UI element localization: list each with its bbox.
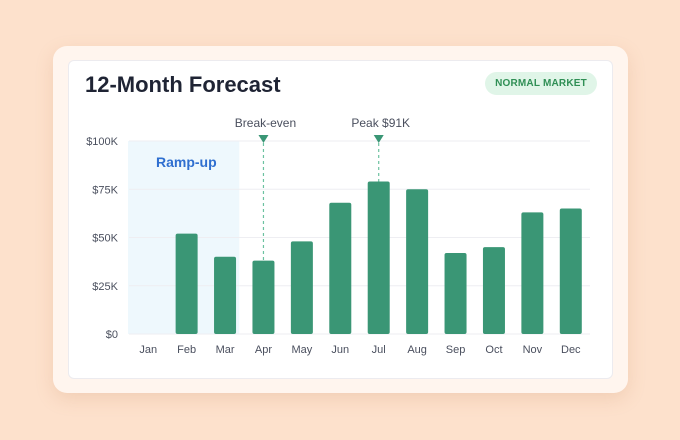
x-tick-label: Dec xyxy=(561,344,581,356)
market-status-badge: NORMAL MARKET xyxy=(485,72,597,95)
ramp-up-label: Ramp-up xyxy=(156,154,217,170)
bar-jul xyxy=(367,181,390,334)
x-tick-label: Jun xyxy=(331,344,349,356)
annotation-label: Peak $91K xyxy=(351,116,410,130)
bar-apr xyxy=(252,260,275,334)
x-tick-label: Aug xyxy=(407,344,427,356)
annotation-marker-icon xyxy=(373,135,384,143)
y-tick-label: $100K xyxy=(86,136,118,148)
annotation-label: Break-even xyxy=(235,116,296,130)
bar-nov xyxy=(521,212,544,334)
y-tick-label: $0 xyxy=(106,329,118,341)
bar-may xyxy=(290,241,313,334)
x-tick-label: Jul xyxy=(372,344,386,356)
x-tick-label: Feb xyxy=(177,344,196,356)
bar-jun xyxy=(329,202,352,334)
x-tick-label: Mar xyxy=(216,344,235,356)
chart-title: 12-Month Forecast xyxy=(85,72,281,97)
x-tick-label: Nov xyxy=(523,344,543,356)
x-tick-label: May xyxy=(291,344,312,356)
x-tick-label: Apr xyxy=(255,344,272,356)
x-tick-label: Sep xyxy=(446,344,466,356)
bar-aug xyxy=(406,189,429,334)
bar-feb xyxy=(175,233,198,334)
bar-mar xyxy=(214,256,237,334)
bar-oct xyxy=(482,247,505,334)
bar-sep xyxy=(444,252,467,334)
y-tick-label: $25K xyxy=(92,281,118,293)
x-tick-label: Jan xyxy=(139,344,157,356)
annotation-marker-icon xyxy=(258,135,269,143)
y-tick-label: $75K xyxy=(92,184,118,196)
y-tick-label: $50K xyxy=(92,233,118,245)
bar-dec xyxy=(559,208,582,334)
x-tick-label: Oct xyxy=(485,344,502,356)
